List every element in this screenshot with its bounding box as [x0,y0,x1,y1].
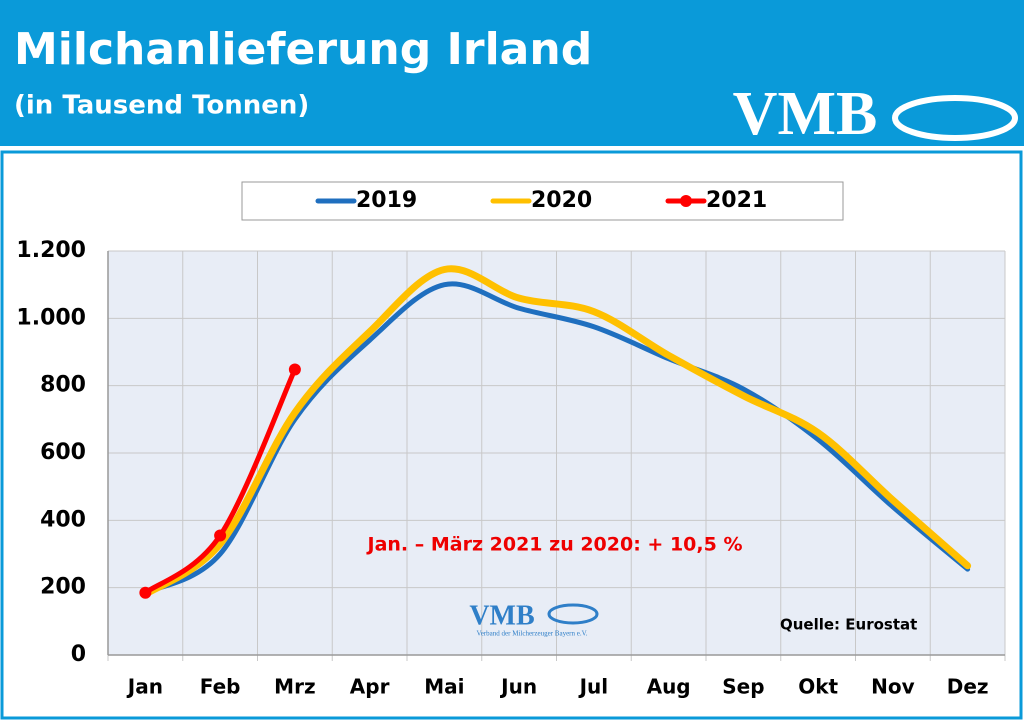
legend-label: 2021 [706,188,767,213]
y-tick-label: 1.000 [16,305,86,330]
x-tick-label: Jul [578,675,609,699]
marker [139,586,152,599]
x-tick-label: Jun [499,675,537,699]
series-line [141,265,972,598]
logo-small: VMB [469,600,534,631]
y-tick-label: 400 [40,507,86,532]
legend-marker [680,195,692,207]
source: Quelle: Eurostat [780,616,917,634]
y-tick-label: 600 [40,440,86,465]
y-tick-label: 0 [71,642,86,667]
marker [214,529,227,542]
logo-small-swoosh [547,603,599,625]
x-tick-label: Nov [871,675,915,699]
x-tick-label: Mai [424,675,464,699]
y-tick-label: 800 [40,373,86,398]
chart-title: Milchanlieferung Irland [14,24,592,75]
logo-swoosh [892,95,1018,141]
x-tick-label: Feb [200,675,241,699]
x-tick-label: Apr [350,675,390,699]
x-tick-label: Aug [647,675,691,699]
legend-label: 2019 [356,188,417,213]
y-tick-label: 200 [40,575,86,600]
marker [288,363,301,376]
x-tick-label: Mrz [274,675,315,699]
annotation: Jan. – März 2021 zu 2020: + 10,5 % [366,534,743,556]
logo-small-subtitle: Verband der Milcherzeuger Bayern e.V. [476,630,587,638]
plot: 0 200 400 600 800 1.000 1.200 Jan Feb Mrz Apr Mai Ju… [16,238,1006,699]
header [0,0,1024,146]
legend-label: 2020 [531,188,592,213]
x-tick-label: Sep [722,675,764,699]
x-tick-label: Okt [798,675,838,699]
chart-subtitle: (in Tausend Tonnen) [14,91,309,121]
logo: VMB [733,80,878,148]
series-line [142,367,298,596]
y-tick-label: 1.200 [16,238,86,263]
x-tick-label: Dez [947,675,989,699]
x-tick-label: Jan [126,675,163,699]
